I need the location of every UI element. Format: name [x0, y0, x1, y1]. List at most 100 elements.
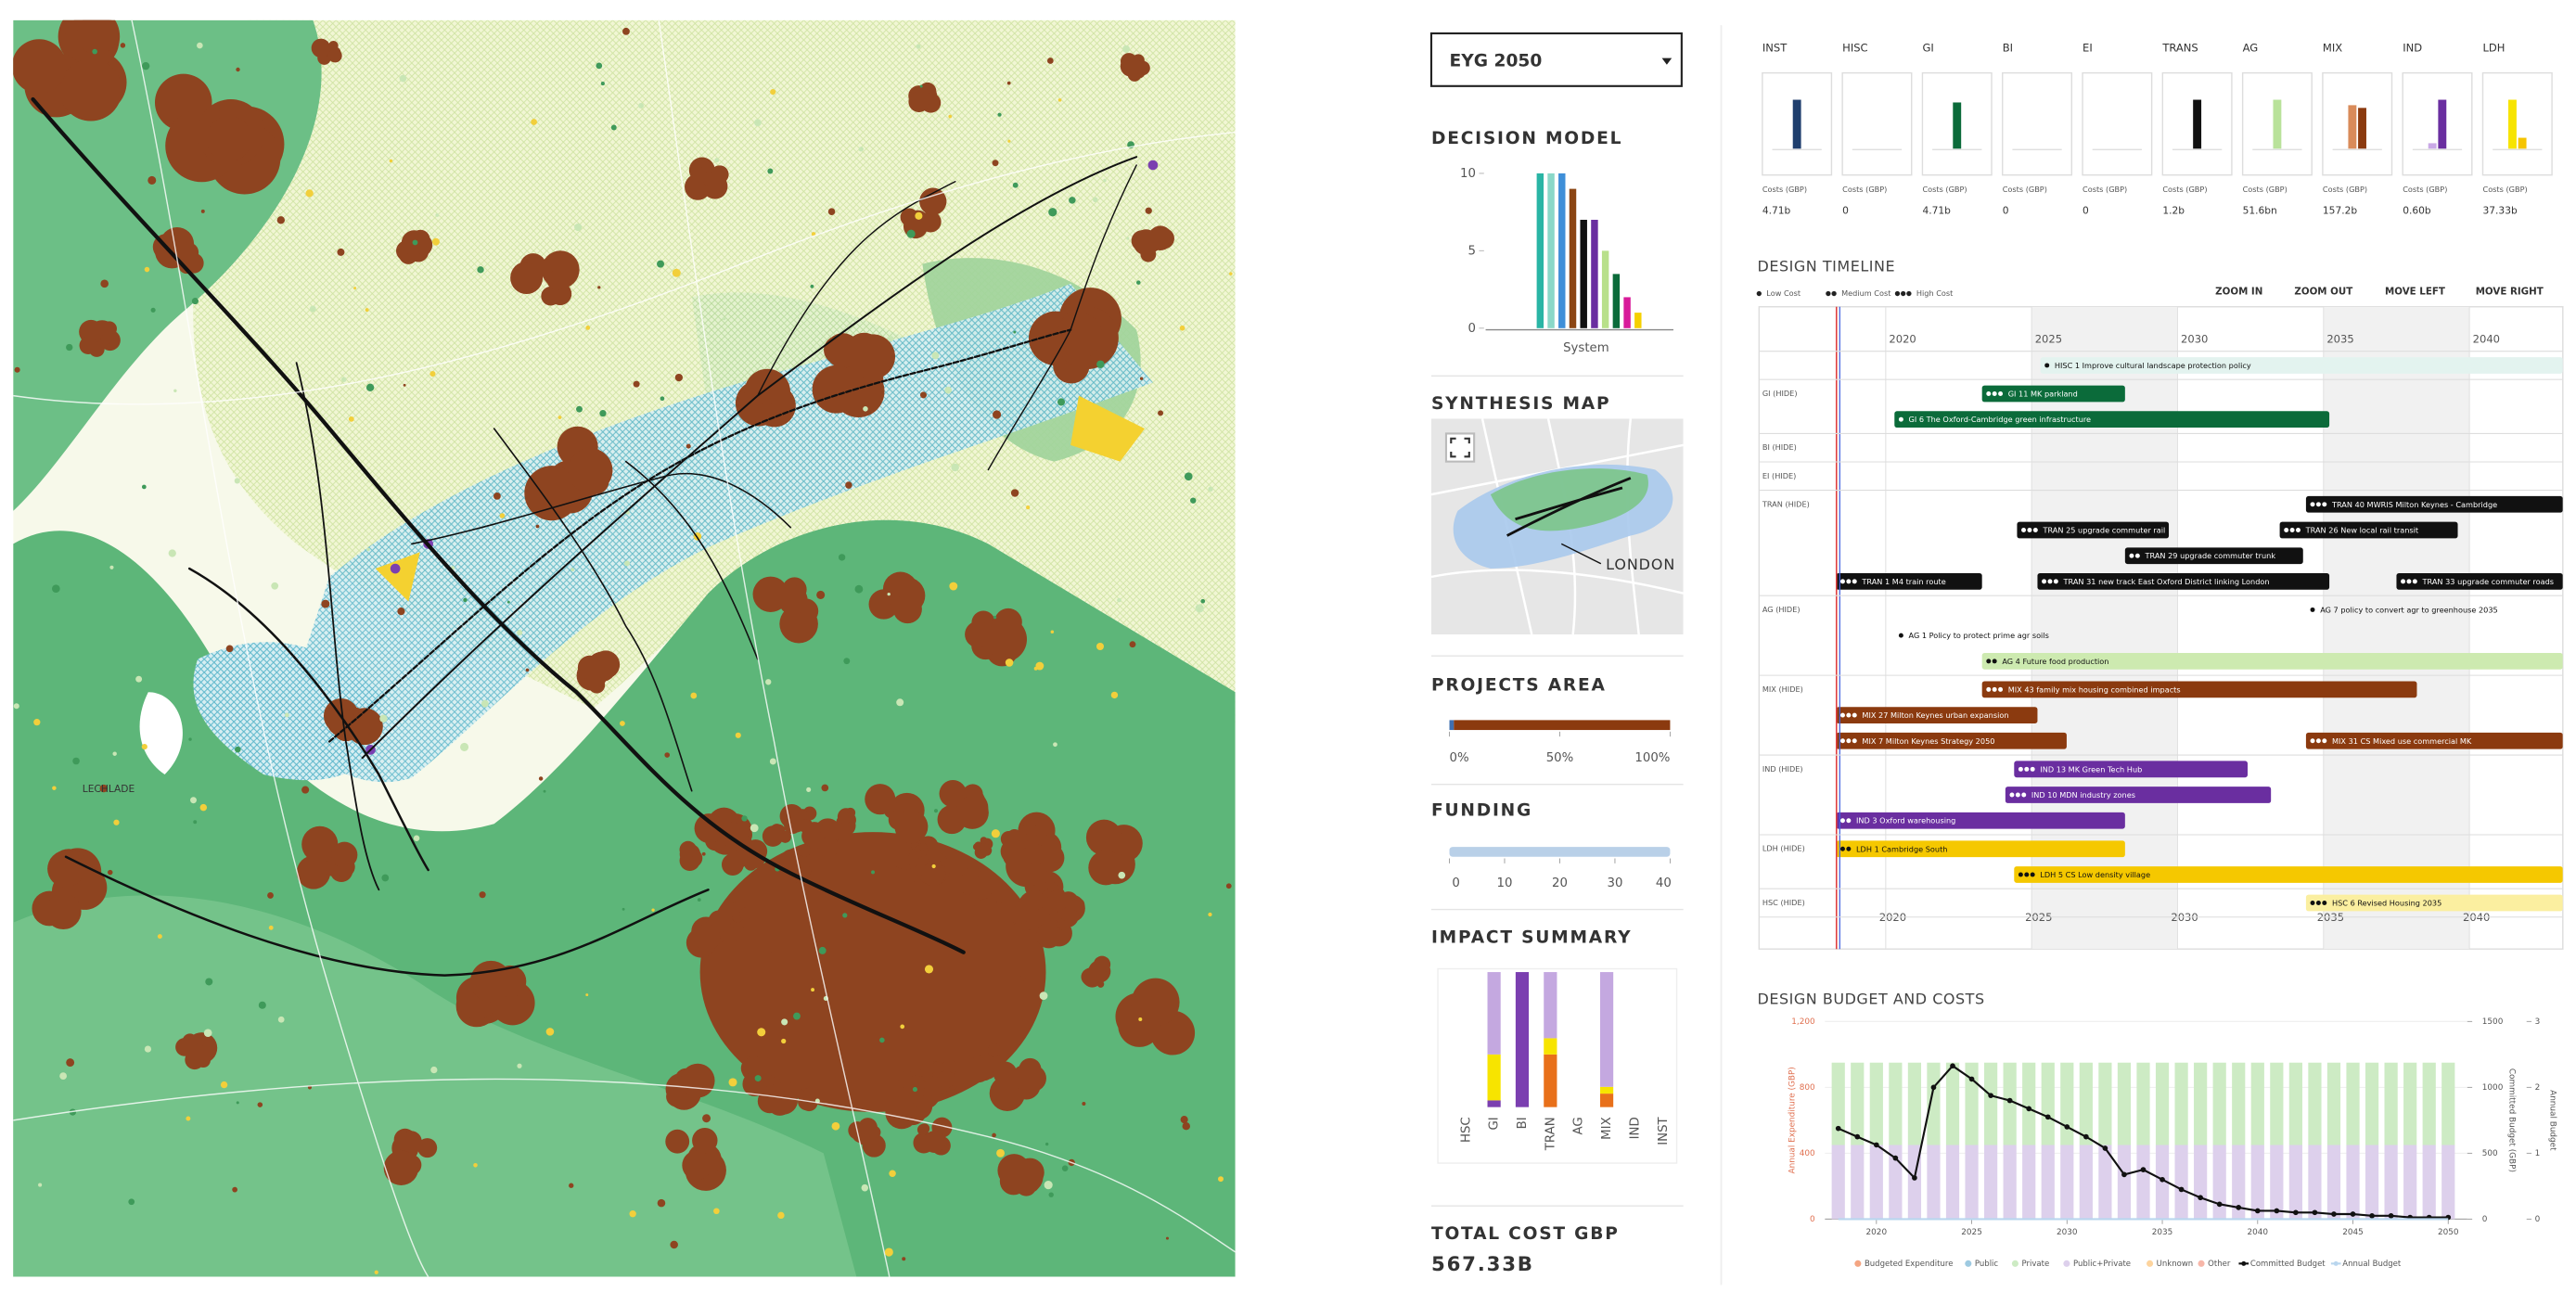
cost-dot: [2129, 553, 2134, 558]
map-speck: [305, 189, 314, 198]
map[interactable]: LECHLADE: [12, 6, 1236, 1277]
row-label[interactable]: MIX (HIDE): [1762, 684, 1803, 694]
budget-bar: [2270, 1145, 2284, 1220]
cost-dot: [1846, 738, 1852, 744]
row-label[interactable]: GI (HIDE): [1762, 389, 1798, 398]
timeline-bar-label: MIX 27 Milton Keynes urban expansion: [1862, 710, 2008, 720]
legend-label[interactable]: Other: [2208, 1260, 2231, 1269]
budget-point: [2159, 1176, 2165, 1183]
timeline-bar[interactable]: [1981, 652, 2563, 670]
timeline-control[interactable]: MOVE RIGHT: [2476, 287, 2544, 298]
budget-point: [1892, 1155, 1899, 1161]
dropdown[interactable]: [1429, 32, 1683, 87]
timeline-bar-label: MIX 43 family mix housing combined impac…: [2008, 684, 2181, 694]
row-label[interactable]: LDH (HIDE): [1762, 844, 1805, 853]
map-speck: [902, 1257, 906, 1261]
budget-bar: [2136, 1145, 2150, 1220]
urban-area: [301, 825, 339, 863]
map-speck: [944, 386, 953, 394]
budget-bar: [2422, 1062, 2436, 1145]
timeline-bar[interactable]: [2305, 732, 2563, 749]
map-speck: [1180, 1116, 1188, 1124]
fullscreen-button[interactable]: [1444, 432, 1476, 463]
timeline-bar[interactable]: [2014, 866, 2563, 883]
budget-bar: [2365, 1145, 2379, 1220]
timeline-bar[interactable]: [2124, 547, 2303, 565]
map-speck: [871, 870, 876, 875]
map-speck: [150, 307, 156, 313]
y2-axis-label: Committed Budget (GBP): [2506, 1068, 2516, 1172]
sector-card: [2082, 71, 2153, 176]
dropdown-value[interactable]: EYG 2050: [1450, 52, 1543, 71]
dropdown-arrow[interactable]: [1661, 58, 1672, 65]
timeline-bar[interactable]: [2014, 761, 2248, 778]
timeline-bar[interactable]: [2279, 521, 2458, 539]
cost-dot: [2030, 766, 2035, 772]
legend-label[interactable]: Budgeted Expenditure: [1865, 1260, 1954, 1269]
legend-label[interactable]: Public: [1975, 1260, 1999, 1269]
urban-area: [59, 58, 122, 122]
urban-area: [175, 1038, 194, 1056]
map-speck: [1061, 1165, 1069, 1172]
timeline-control[interactable]: ZOOM IN: [2215, 287, 2262, 298]
budget-bar: [1869, 1062, 1883, 1145]
timeline-bar[interactable]: [2305, 894, 2563, 912]
map-speck: [622, 907, 625, 911]
legend-label[interactable]: Committed Budget: [2250, 1260, 2326, 1269]
urban-area: [400, 1131, 422, 1153]
budget-point: [1968, 1076, 1975, 1082]
synthesis-map[interactable]: LONDON: [1430, 418, 1684, 635]
urban-area: [906, 1075, 925, 1094]
map-speck: [543, 789, 546, 793]
bar: [1558, 173, 1566, 328]
sector-cost-label: Costs (GBP): [2003, 185, 2047, 194]
timeline-bar-label: MIX 31 CS Mixed use commercial MK: [2332, 736, 2472, 746]
urban-area: [1120, 56, 1142, 77]
y-tick-label: 0: [1467, 322, 1475, 336]
cost-dot: [2018, 872, 2023, 877]
scenario-select[interactable]: EYG 2050: [1429, 32, 1683, 87]
legend-label[interactable]: Public+Private: [2073, 1260, 2131, 1269]
row-label[interactable]: TRAN (HIDE): [1762, 499, 1810, 508]
timeline-bar[interactable]: [1894, 411, 2330, 429]
map-speck: [257, 1102, 263, 1107]
timeline-control[interactable]: MOVE LEFT: [2385, 287, 2445, 298]
timeline-bar[interactable]: [1836, 732, 2067, 749]
urban-area: [692, 1127, 718, 1154]
timeline-bar[interactable]: [1836, 707, 2038, 723]
map-speck: [1039, 991, 1048, 1001]
timeline-bar-label: IND 13 MK Green Tech Hub: [2040, 764, 2142, 774]
cost-legend-label: Low Cost: [1766, 288, 1801, 298]
budget-point: [2083, 1133, 2089, 1140]
y-tick-label: 400: [1800, 1149, 1815, 1158]
timeline-bar[interactable]: [2040, 357, 2563, 374]
budget-point: [2198, 1195, 2203, 1201]
map-speck: [38, 1183, 43, 1187]
row-label[interactable]: EI (HIDE): [1762, 471, 1797, 480]
timeline-bar[interactable]: [1836, 840, 2125, 858]
map-speck: [843, 658, 851, 665]
timeline-bar[interactable]: [1981, 385, 2125, 403]
legend-label[interactable]: Annual Budget: [2342, 1260, 2402, 1269]
legend-label[interactable]: Private: [2022, 1260, 2050, 1269]
row-label[interactable]: HSC (HIDE): [1762, 898, 1805, 907]
budget-bar: [2441, 1145, 2455, 1220]
timeline-bar[interactable]: [2037, 573, 2330, 590]
timeline-bar[interactable]: [2005, 787, 2272, 803]
timeline-bar[interactable]: [1981, 681, 2417, 698]
row-label[interactable]: BI (HIDE): [1762, 442, 1797, 452]
map-speck: [193, 820, 198, 825]
timeline-bar[interactable]: [2305, 495, 2563, 513]
timeline-control[interactable]: ZOOM OUT: [2294, 287, 2352, 298]
map-speck: [413, 835, 420, 842]
timeline-bar[interactable]: [1836, 812, 2125, 829]
row-label[interactable]: IND (HIDE): [1762, 764, 1803, 774]
timeline-bar[interactable]: [2017, 521, 2170, 539]
map-speck: [741, 815, 748, 822]
timeline-bar[interactable]: [1836, 573, 1982, 590]
row-label[interactable]: AG (HIDE): [1762, 605, 1801, 614]
section-title: FUNDING: [1431, 801, 1532, 821]
timeline-bar[interactable]: [2396, 573, 2563, 590]
legend-label[interactable]: Unknown: [2157, 1260, 2194, 1269]
x-tick-label: BI: [1516, 1117, 1530, 1129]
